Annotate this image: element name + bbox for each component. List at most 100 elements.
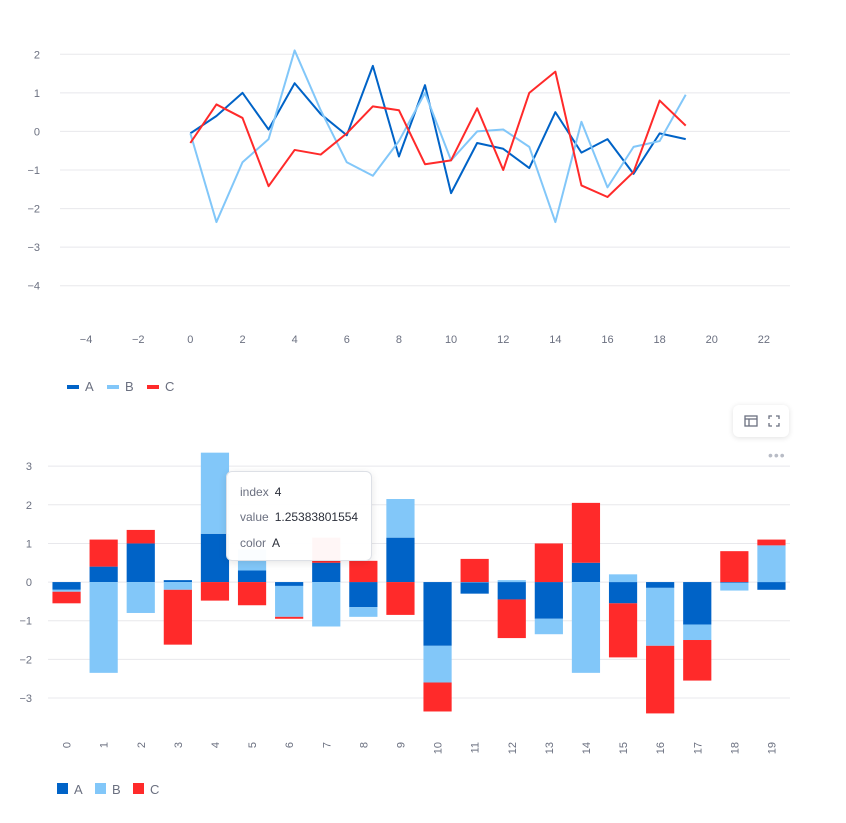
bar-C-14 xyxy=(571,502,601,563)
bar-B-13 xyxy=(534,618,563,635)
bar-B-19 xyxy=(757,545,786,583)
bar-C-4 xyxy=(200,582,230,601)
bar-B-3 xyxy=(163,582,192,590)
y-tick-label: 2 xyxy=(34,49,40,61)
y-tick-label: 3 xyxy=(26,461,32,473)
bar-A-16 xyxy=(646,582,675,588)
bar-C-12 xyxy=(497,599,526,639)
tooltip-value: value 1.25383801554 xyxy=(240,510,359,524)
bar-C-6 xyxy=(275,616,304,619)
legend-swatch-B xyxy=(107,385,119,389)
bar-B-9 xyxy=(386,499,415,538)
bar-A-6 xyxy=(275,582,304,586)
bar-A-19 xyxy=(757,582,786,590)
y-tick-label: 2 xyxy=(26,500,32,512)
bar-A-17 xyxy=(683,582,712,625)
series-line-C xyxy=(189,70,687,198)
x-tick-label: 11 xyxy=(470,742,482,753)
bar-A-10 xyxy=(423,582,452,646)
x-tick-label: 8 xyxy=(358,742,370,748)
bar-C-10 xyxy=(423,682,452,712)
x-tick-label: 6 xyxy=(344,334,350,346)
legend-swatch-C xyxy=(133,783,144,794)
x-tick-label: −2 xyxy=(132,334,145,346)
bar-A-9 xyxy=(386,537,415,583)
bar-C-18 xyxy=(720,551,749,583)
legend-swatch-C xyxy=(147,385,159,389)
bar-A-5 xyxy=(237,570,267,583)
bar-C-16 xyxy=(646,645,675,714)
series-line-B xyxy=(189,49,687,224)
x-tick-label: 14 xyxy=(581,742,593,754)
y-tick-label: −1 xyxy=(19,616,32,628)
bar-B-0 xyxy=(52,589,81,592)
chart-toolbar xyxy=(733,405,789,437)
bar-B-11 xyxy=(460,582,489,583)
bar-A-14 xyxy=(571,562,601,583)
y-tick-label: −3 xyxy=(27,242,40,254)
fullscreen-icon[interactable] xyxy=(766,413,782,429)
bar-C-15 xyxy=(608,603,638,658)
y-tick-label: −1 xyxy=(27,165,40,177)
tooltip-index: index 4 xyxy=(240,485,282,499)
bar-B-18 xyxy=(720,582,749,591)
legend-label-B: B xyxy=(112,782,121,797)
y-tick-label: 0 xyxy=(34,126,40,138)
x-tick-label: 10 xyxy=(445,334,457,346)
x-tick-label: 6 xyxy=(284,742,296,748)
x-tick-label: 1 xyxy=(99,742,111,748)
bar-C-8 xyxy=(349,560,378,583)
bar-A-0 xyxy=(52,582,81,590)
bar-B-2 xyxy=(126,582,155,613)
y-tick-label: 1 xyxy=(26,538,32,550)
x-tick-label: 0 xyxy=(187,334,193,346)
table-icon[interactable] xyxy=(743,413,759,429)
bar-C-11 xyxy=(460,558,489,583)
bar-C-0 xyxy=(52,591,81,604)
x-tick-label: 14 xyxy=(549,334,561,346)
x-tick-label: 5 xyxy=(247,742,259,748)
x-tick-label: 10 xyxy=(433,742,445,754)
bar-C-9 xyxy=(386,582,415,615)
x-tick-label: 3 xyxy=(173,742,185,748)
x-tick-label: 17 xyxy=(692,742,704,754)
bar-B-6 xyxy=(275,585,304,617)
bar-B-15 xyxy=(608,574,638,583)
bar-A-4 xyxy=(200,533,230,583)
bar-B-16 xyxy=(646,587,675,646)
x-tick-label: 0 xyxy=(62,742,74,748)
legend-swatch-A xyxy=(57,783,68,794)
bar-B-10 xyxy=(423,645,452,683)
legend-label-A: A xyxy=(74,782,83,797)
x-tick-label: 18 xyxy=(654,334,666,346)
y-tick-label: −4 xyxy=(27,281,40,293)
bar-C-17 xyxy=(683,640,712,681)
x-tick-label: 13 xyxy=(544,742,556,754)
bar-A-12 xyxy=(497,582,526,600)
x-tick-label: 20 xyxy=(706,334,718,346)
x-tick-label: 2 xyxy=(239,334,245,346)
bar-C-2 xyxy=(126,529,155,544)
bar-C-19 xyxy=(757,539,786,546)
bar-C-5 xyxy=(237,582,267,606)
legend-label-C: C xyxy=(165,379,174,394)
line-chart[interactable]: 210−1−2−3−4−4 −2 0 2 4 6 8 10 12 14 16 18 20 22A B C xyxy=(0,0,846,400)
bar-C-1 xyxy=(89,539,118,567)
more-icon[interactable]: ••• xyxy=(768,447,786,463)
bar-C-13 xyxy=(534,543,563,583)
tooltip: index 4 value 1.25383801554 color A xyxy=(226,471,372,561)
x-tick-label: 4 xyxy=(292,334,298,346)
x-tick-label: −4 xyxy=(80,334,93,346)
x-tick-label: 7 xyxy=(321,742,333,748)
bar-A-7 xyxy=(312,562,341,583)
x-tick-label: 19 xyxy=(766,742,778,754)
y-tick-label: −2 xyxy=(19,654,32,666)
x-tick-label: 15 xyxy=(618,742,630,754)
x-tick-label: 22 xyxy=(758,334,770,346)
bar-A-18 xyxy=(720,582,749,583)
bar-A-13 xyxy=(534,582,563,619)
bar-A-15 xyxy=(608,582,638,604)
bar-B-14 xyxy=(571,582,601,673)
y-tick-label: 1 xyxy=(34,88,40,100)
